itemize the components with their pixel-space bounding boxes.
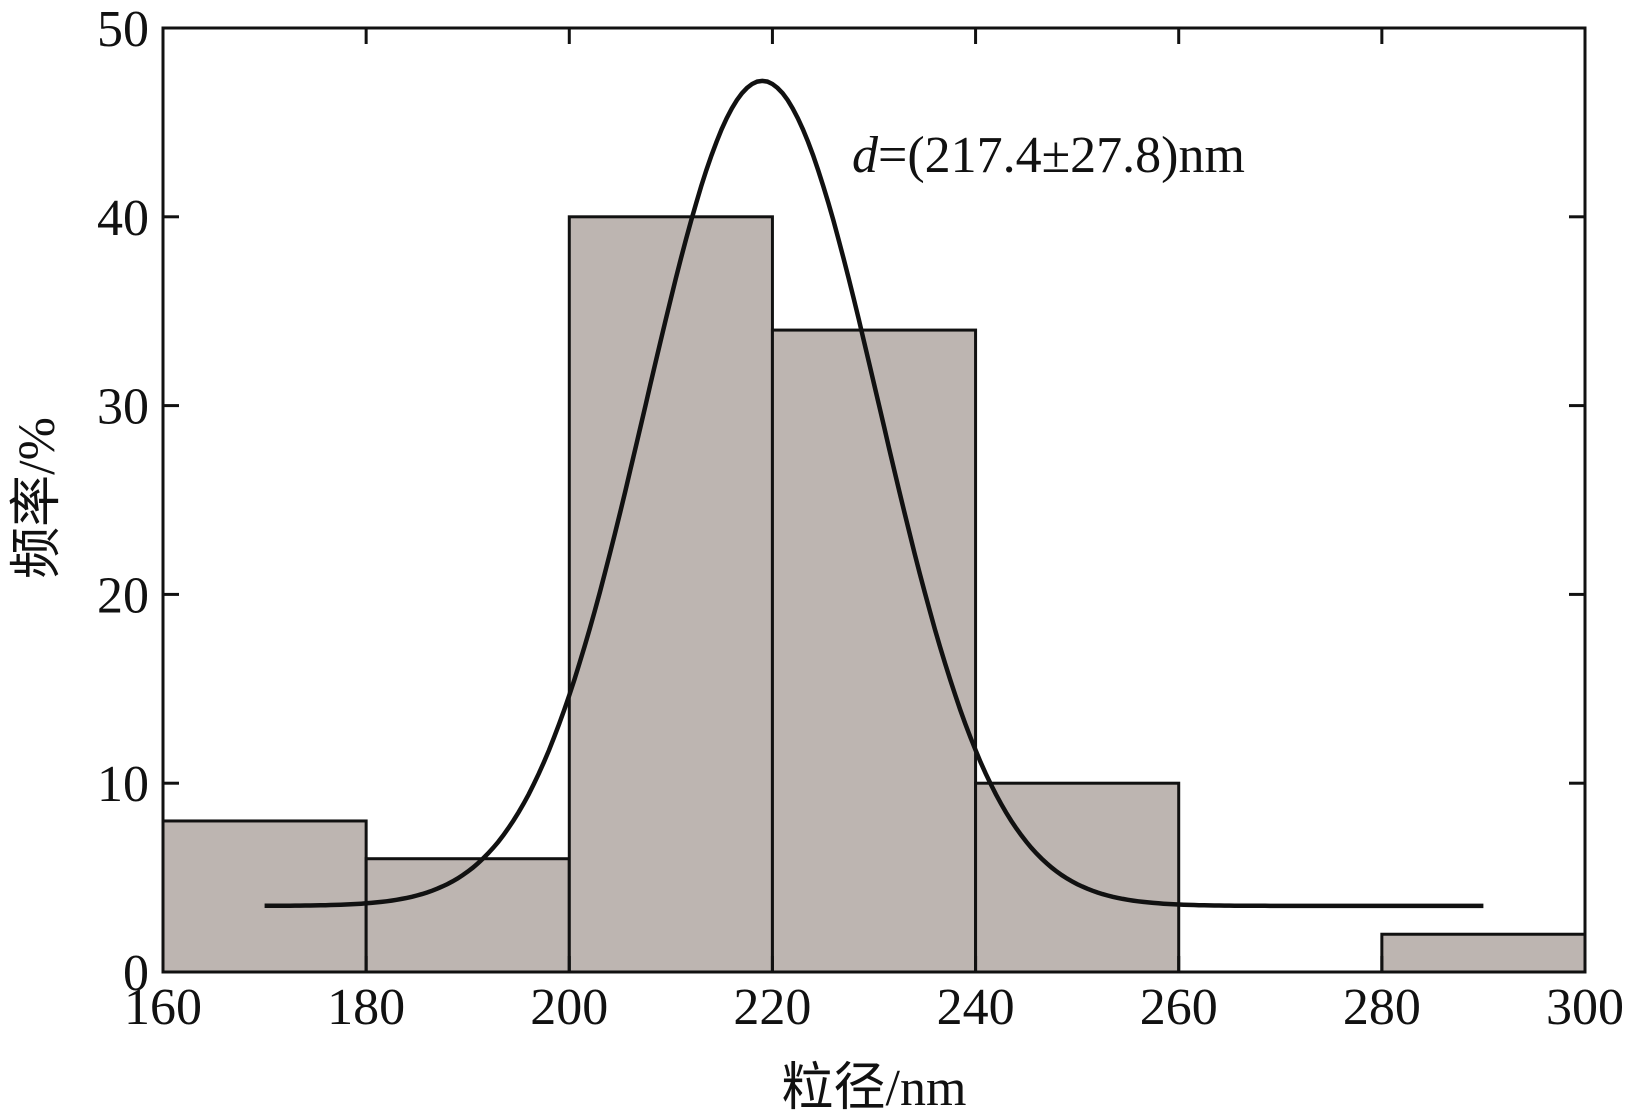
bars-layer [161, 215, 1587, 974]
ticks-layer: 160 180 200 220 240 260 280 300 0 10 20 30 40 50 [97, 1, 1624, 1036]
histogram-bar [161, 819, 368, 974]
x-tick-label: 220 [733, 979, 811, 1036]
histogram-bar [567, 215, 774, 974]
y-axis-title: 频率/% [9, 417, 66, 579]
plot-frame [161, 26, 1587, 974]
annotation-value: =(217.4±27.8)nm [878, 127, 1245, 184]
y-tick-label: 20 [97, 567, 149, 624]
x-tick-label: 180 [327, 979, 405, 1036]
x-tick-label: 240 [937, 979, 1015, 1036]
x-tick-label: 160 [124, 979, 202, 1036]
y-tick-label: 30 [97, 379, 149, 436]
gaussian-fit-curve [264, 78, 1484, 909]
annotation-variable: d [852, 127, 879, 184]
fit-annotation: d=(217.4±27.8)nm [852, 127, 1245, 184]
x-tick-label: 280 [1343, 979, 1421, 1036]
x-tick-label: 260 [1140, 979, 1218, 1036]
y-tick-label: 0 [123, 945, 149, 1002]
x-tick-label: 300 [1546, 979, 1624, 1036]
x-tick-label: 200 [530, 979, 608, 1036]
histogram-bar [770, 328, 978, 974]
histogram-bar [1380, 932, 1587, 974]
y-tick-label: 40 [97, 190, 149, 247]
histogram-bar [364, 857, 571, 974]
y-tick-label: 50 [97, 1, 149, 58]
x-axis-title: 粒径/nm [782, 1060, 967, 1117]
y-tick-label: 10 [97, 756, 149, 813]
